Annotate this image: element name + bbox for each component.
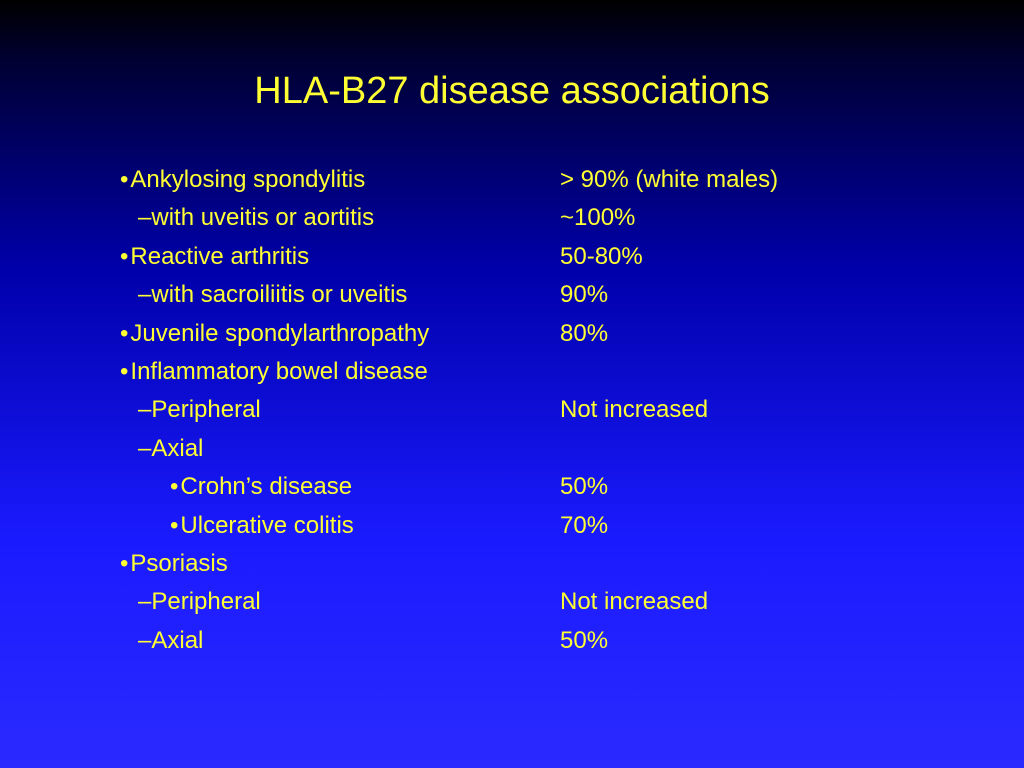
list-row: Psoriasis [120, 545, 904, 583]
list-item-value: > 90% (white males) [560, 161, 904, 199]
list-item-label: Crohn’s disease [120, 468, 560, 506]
list-item-value: Not increased [560, 391, 904, 429]
list-item-value: 50% [560, 622, 904, 660]
list-row: with sacroiliitis or uveitis90% [120, 276, 904, 314]
list-item-label: with uveitis or aortitis [120, 199, 560, 237]
list-item-value: 80% [560, 315, 904, 353]
list-row: Juvenile spondylarthropathy80% [120, 315, 904, 353]
list-item-label: Ankylosing spondylitis [120, 161, 560, 199]
list-row: Axial [120, 430, 904, 468]
list-item-value: ~100% [560, 199, 904, 237]
list-item-label: with sacroiliitis or uveitis [120, 276, 560, 314]
list-item-label: Inflammatory bowel disease [120, 353, 560, 391]
list-item-value [560, 353, 904, 391]
slide-body: Ankylosing spondylitis> 90% (white males… [120, 161, 904, 660]
list-item-value [560, 545, 904, 583]
list-row: Inflammatory bowel disease [120, 353, 904, 391]
list-row: Ulcerative colitis70% [120, 507, 904, 545]
list-item-label: Peripheral [120, 391, 560, 429]
list-item-label: Juvenile spondylarthropathy [120, 315, 560, 353]
list-item-label: Reactive arthritis [120, 238, 560, 276]
list-item-value: 70% [560, 507, 904, 545]
list-row: Crohn’s disease50% [120, 468, 904, 506]
list-row: Axial50% [120, 622, 904, 660]
list-item-value: 90% [560, 276, 904, 314]
list-item-label: Ulcerative colitis [120, 507, 560, 545]
list-item-value: 50% [560, 468, 904, 506]
list-item-value: 50-80% [560, 238, 904, 276]
list-row: Reactive arthritis50-80% [120, 238, 904, 276]
slide-title: HLA-B27 disease associations [120, 70, 904, 113]
list-item-label: Axial [120, 430, 560, 468]
list-item-value: Not increased [560, 583, 904, 621]
list-item-value [560, 430, 904, 468]
list-row: PeripheralNot increased [120, 391, 904, 429]
list-item-label: Psoriasis [120, 545, 560, 583]
list-item-label: Axial [120, 622, 560, 660]
slide: HLA-B27 disease associations Ankylosing … [0, 0, 1024, 768]
list-row: with uveitis or aortitis~100% [120, 199, 904, 237]
list-item-label: Peripheral [120, 583, 560, 621]
list-row: PeripheralNot increased [120, 583, 904, 621]
list-row: Ankylosing spondylitis> 90% (white males… [120, 161, 904, 199]
